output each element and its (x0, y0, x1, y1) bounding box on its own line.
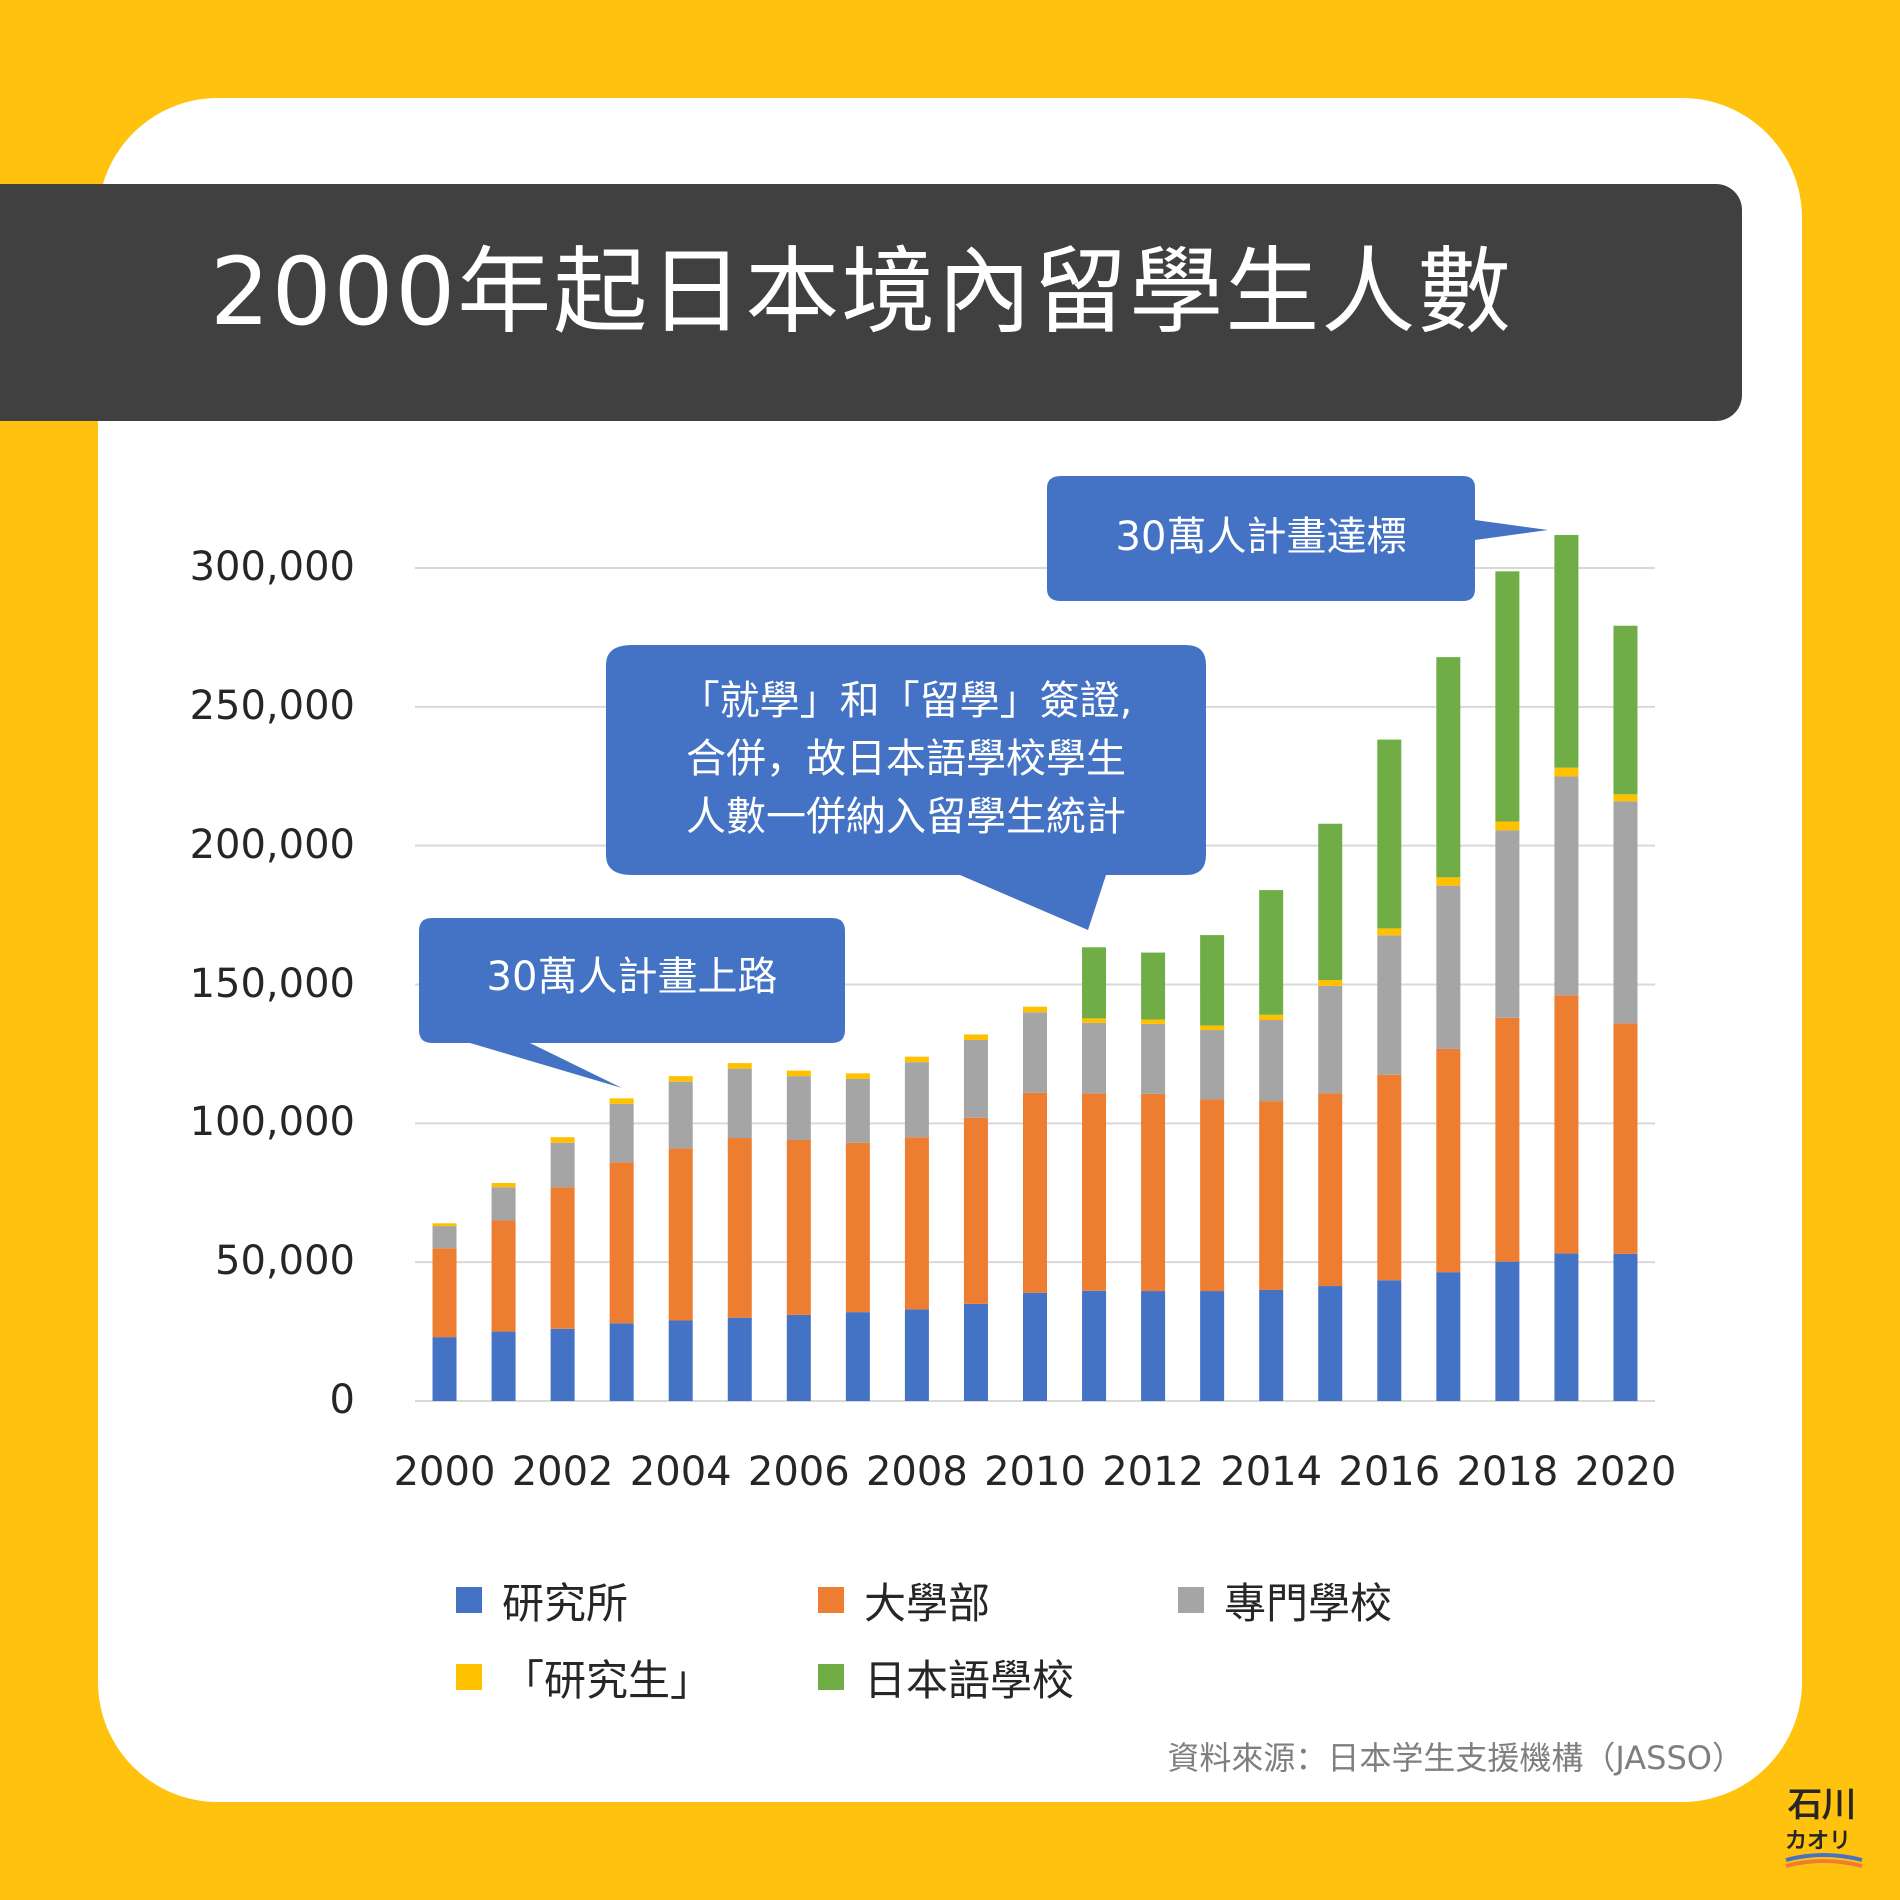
x-tick-label: 2018 (1456, 1449, 1559, 1495)
legend-swatch (1178, 1587, 1204, 1613)
title-bar (0, 184, 1742, 421)
x-tick-label: 2002 (511, 1449, 614, 1495)
x-tick-label: 2004 (629, 1449, 732, 1495)
legend-item: 日本語學校 (818, 1652, 1074, 1705)
x-tick-label: 2012 (1102, 1449, 1204, 1495)
source-note: 資料來源：日本学生支援機構（JASSO） (1167, 1739, 1744, 1777)
y-tick-label: 250,000 (189, 682, 355, 729)
legend-item: 研究所 (456, 1575, 628, 1628)
x-tick-label: 2020 (1574, 1449, 1677, 1495)
page-title: 2000年起日本境內留學生人數 (210, 238, 1514, 347)
brand-logo: 石川 カオリ (1785, 1785, 1863, 1868)
x-tick-label: 2008 (865, 1449, 968, 1495)
legend-item: 大學部 (818, 1575, 990, 1628)
x-tick-label: 2000 (393, 1449, 496, 1495)
y-tick-label: 50,000 (215, 1238, 355, 1285)
legend-swatch (818, 1587, 844, 1613)
callout-c1-text: 30萬人計畫上路 (419, 948, 845, 1006)
x-tick-label: 2006 (747, 1449, 850, 1495)
callout-c2-line: 合併，故日本語學校學生 (686, 736, 1126, 782)
y-tick-label: 0 (329, 1377, 355, 1423)
callout-c2-text: 「就學」和「留學」簽證, 合併，故日本語學校學生 人數一併納入留學生統計 (606, 672, 1206, 846)
callout-c2-line: 人數一併納入留學生統計 (686, 794, 1126, 840)
callout-c1-line: 30萬人計畫上路 (486, 954, 778, 1000)
legend-item: 專門學校 (1178, 1575, 1392, 1628)
logo-text-bottom: カオリ (1785, 1829, 1851, 1854)
legend-item: 「研究生」 (456, 1652, 712, 1705)
legend-swatch (456, 1587, 482, 1613)
y-tick-label: 200,000 (189, 821, 355, 868)
legend-label: 「研究生」 (502, 1655, 713, 1705)
callout-c3-text: 30萬人計畫達標 (1047, 508, 1475, 566)
x-tick-label: 2010 (984, 1449, 1086, 1495)
y-tick-label: 150,000 (189, 960, 355, 1007)
legend-label: 專門學校 (1224, 1578, 1393, 1628)
legend-swatch (456, 1664, 482, 1690)
legend-label: 大學部 (864, 1578, 991, 1628)
y-tick-label: 300,000 (189, 544, 355, 590)
x-tick-label: 2014 (1220, 1449, 1323, 1495)
callout-c2-line: 「就學」和「留學」簽證, (679, 678, 1133, 724)
logo-text-top: 石川 (1787, 1785, 1856, 1825)
legend-swatch (818, 1664, 844, 1690)
legend-label: 研究所 (502, 1578, 629, 1628)
y-tick-label: 100,000 (189, 1099, 355, 1146)
callout-c3-line: 30萬人計畫達標 (1115, 514, 1407, 560)
x-tick-label: 2016 (1338, 1449, 1441, 1495)
legend-label: 日本語學校 (864, 1655, 1075, 1705)
